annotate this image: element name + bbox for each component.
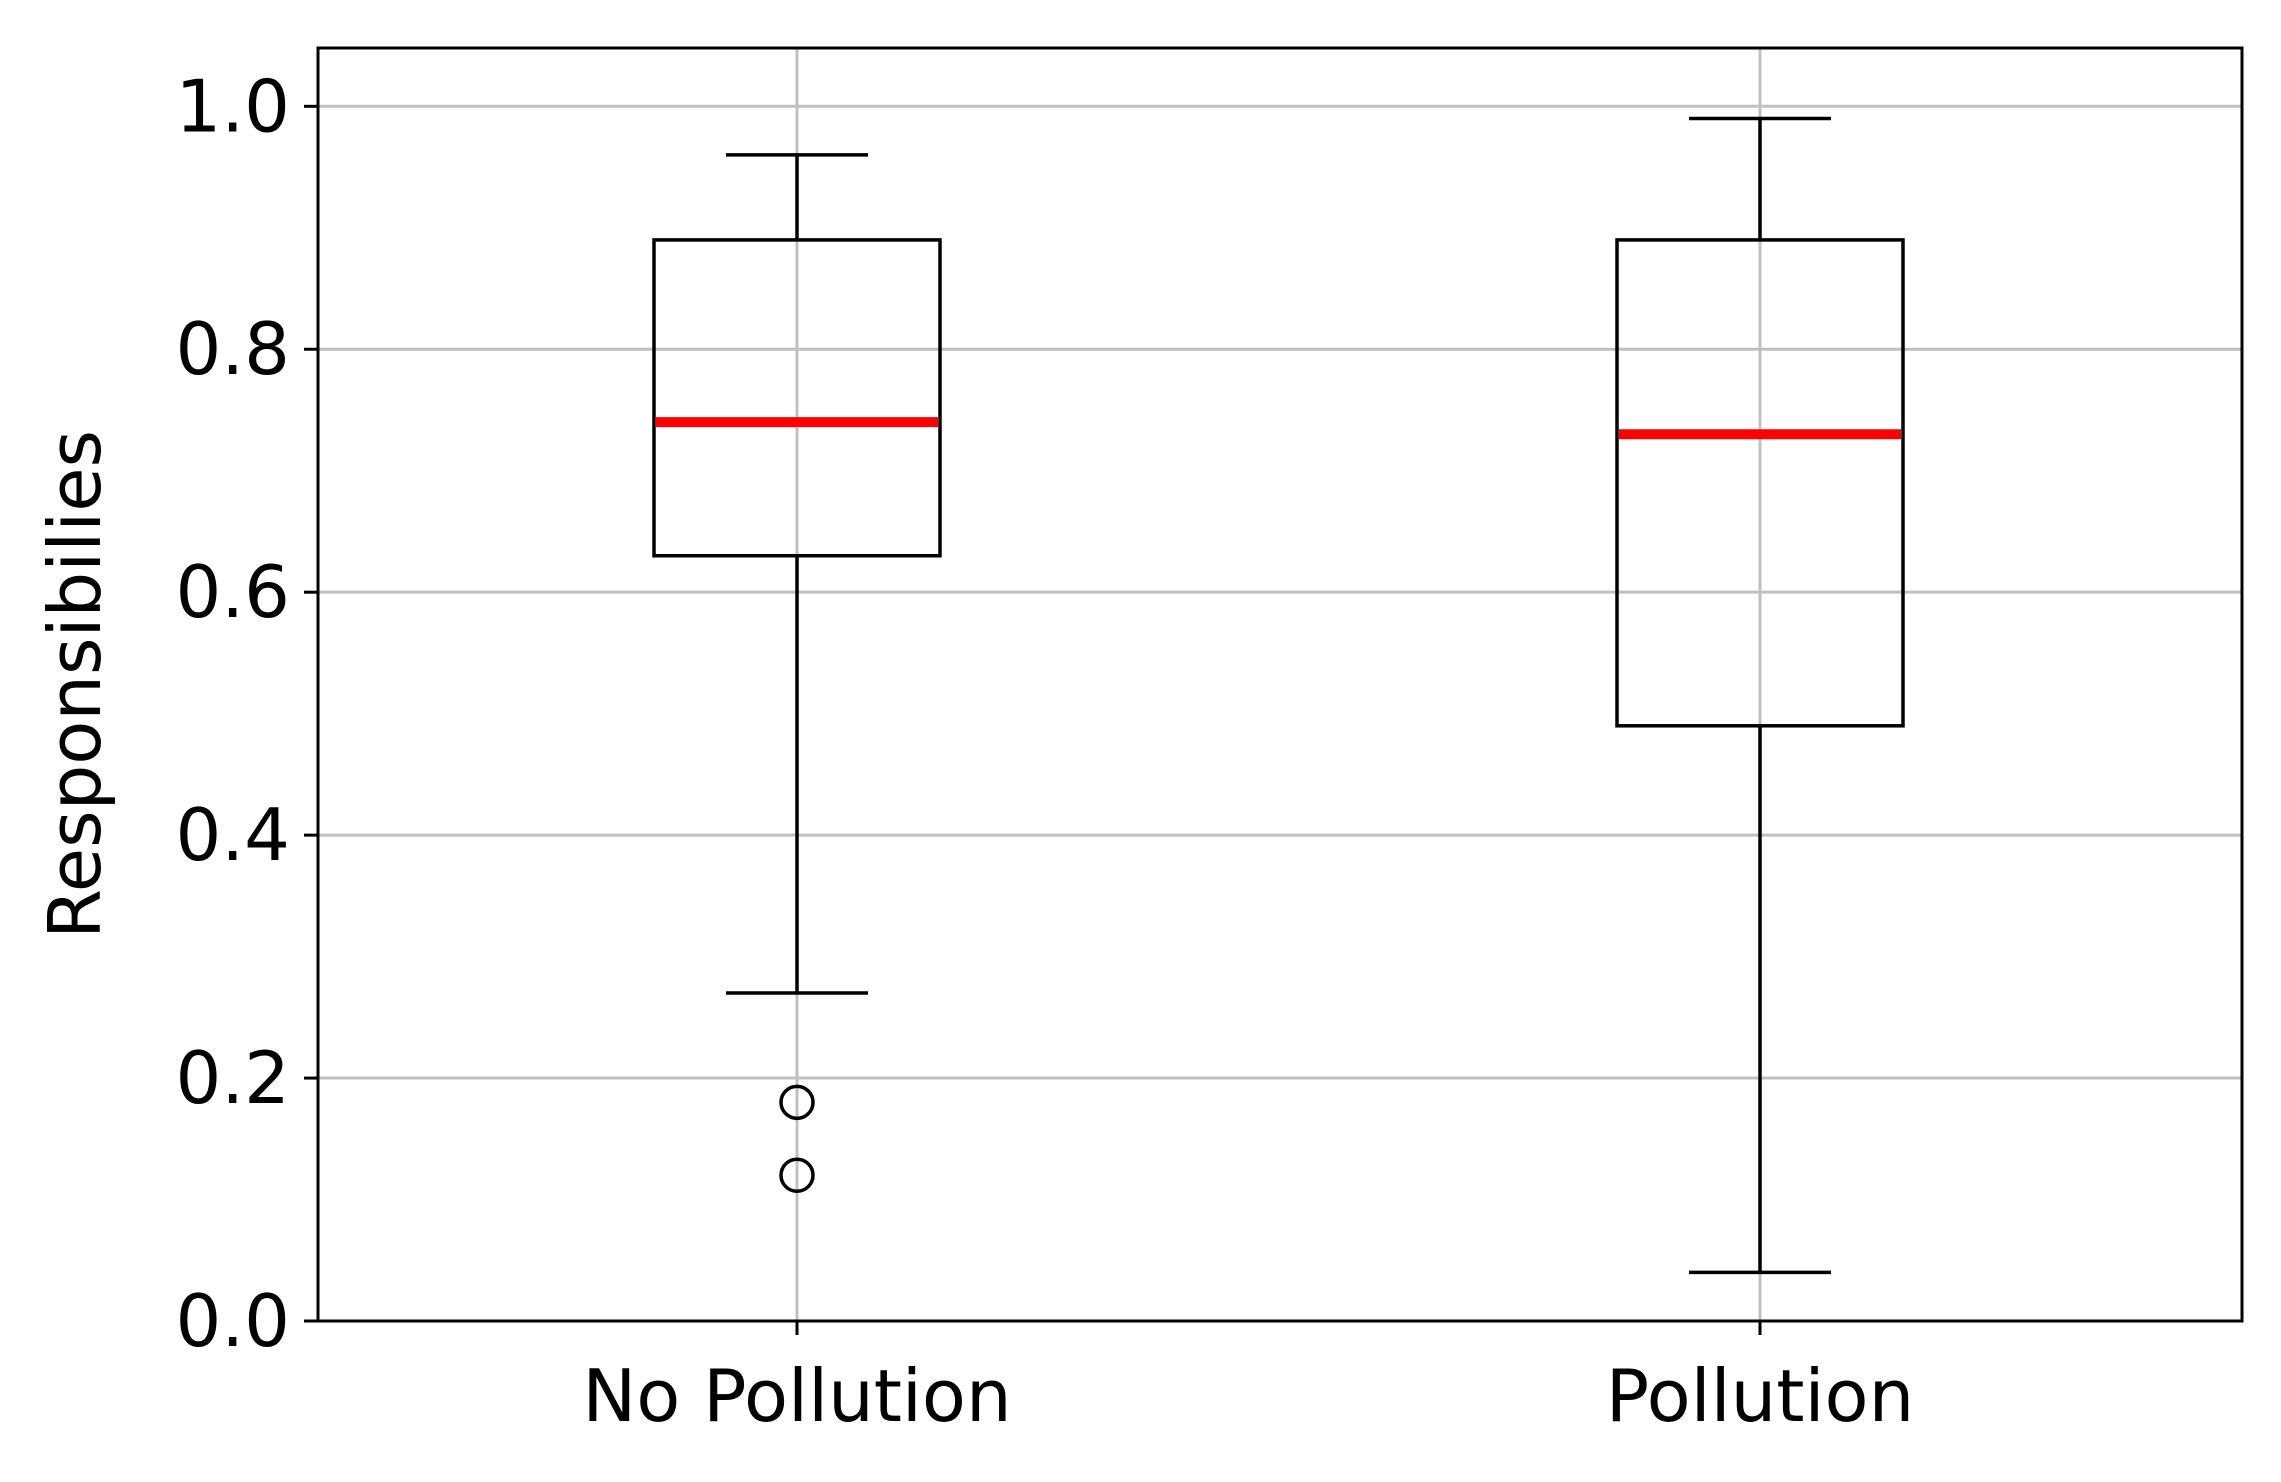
x-tick-label: No Pollution — [582, 1354, 1011, 1438]
x-tick-label: Pollution — [1606, 1354, 1914, 1438]
y-tick-label: 0.6 — [175, 550, 290, 634]
iqr-box — [1615, 238, 1905, 728]
y-tick-label: 0.0 — [175, 1279, 290, 1363]
y-tick-label: 0.8 — [175, 307, 290, 391]
grid-lines — [318, 48, 2242, 1323]
iqr-box — [652, 238, 942, 558]
outlier-point — [779, 1084, 815, 1121]
plot-frame — [316, 46, 2244, 1323]
axis-ticks: 0.0 0.2 0.4 0.6 0.8 1.0 No Pollution Pollution — [175, 64, 1914, 1438]
y-tick-label: 0.2 — [175, 1036, 290, 1120]
y-tick-label: 0.4 — [175, 793, 290, 877]
outlier-point — [779, 1157, 815, 1193]
box-1 — [652, 153, 942, 1193]
boxes-layer — [652, 116, 1905, 1275]
box-2 — [1615, 116, 1905, 1275]
y-tick-label: 1.0 — [175, 64, 290, 148]
y-axis-label: Responsibilies — [33, 430, 117, 939]
